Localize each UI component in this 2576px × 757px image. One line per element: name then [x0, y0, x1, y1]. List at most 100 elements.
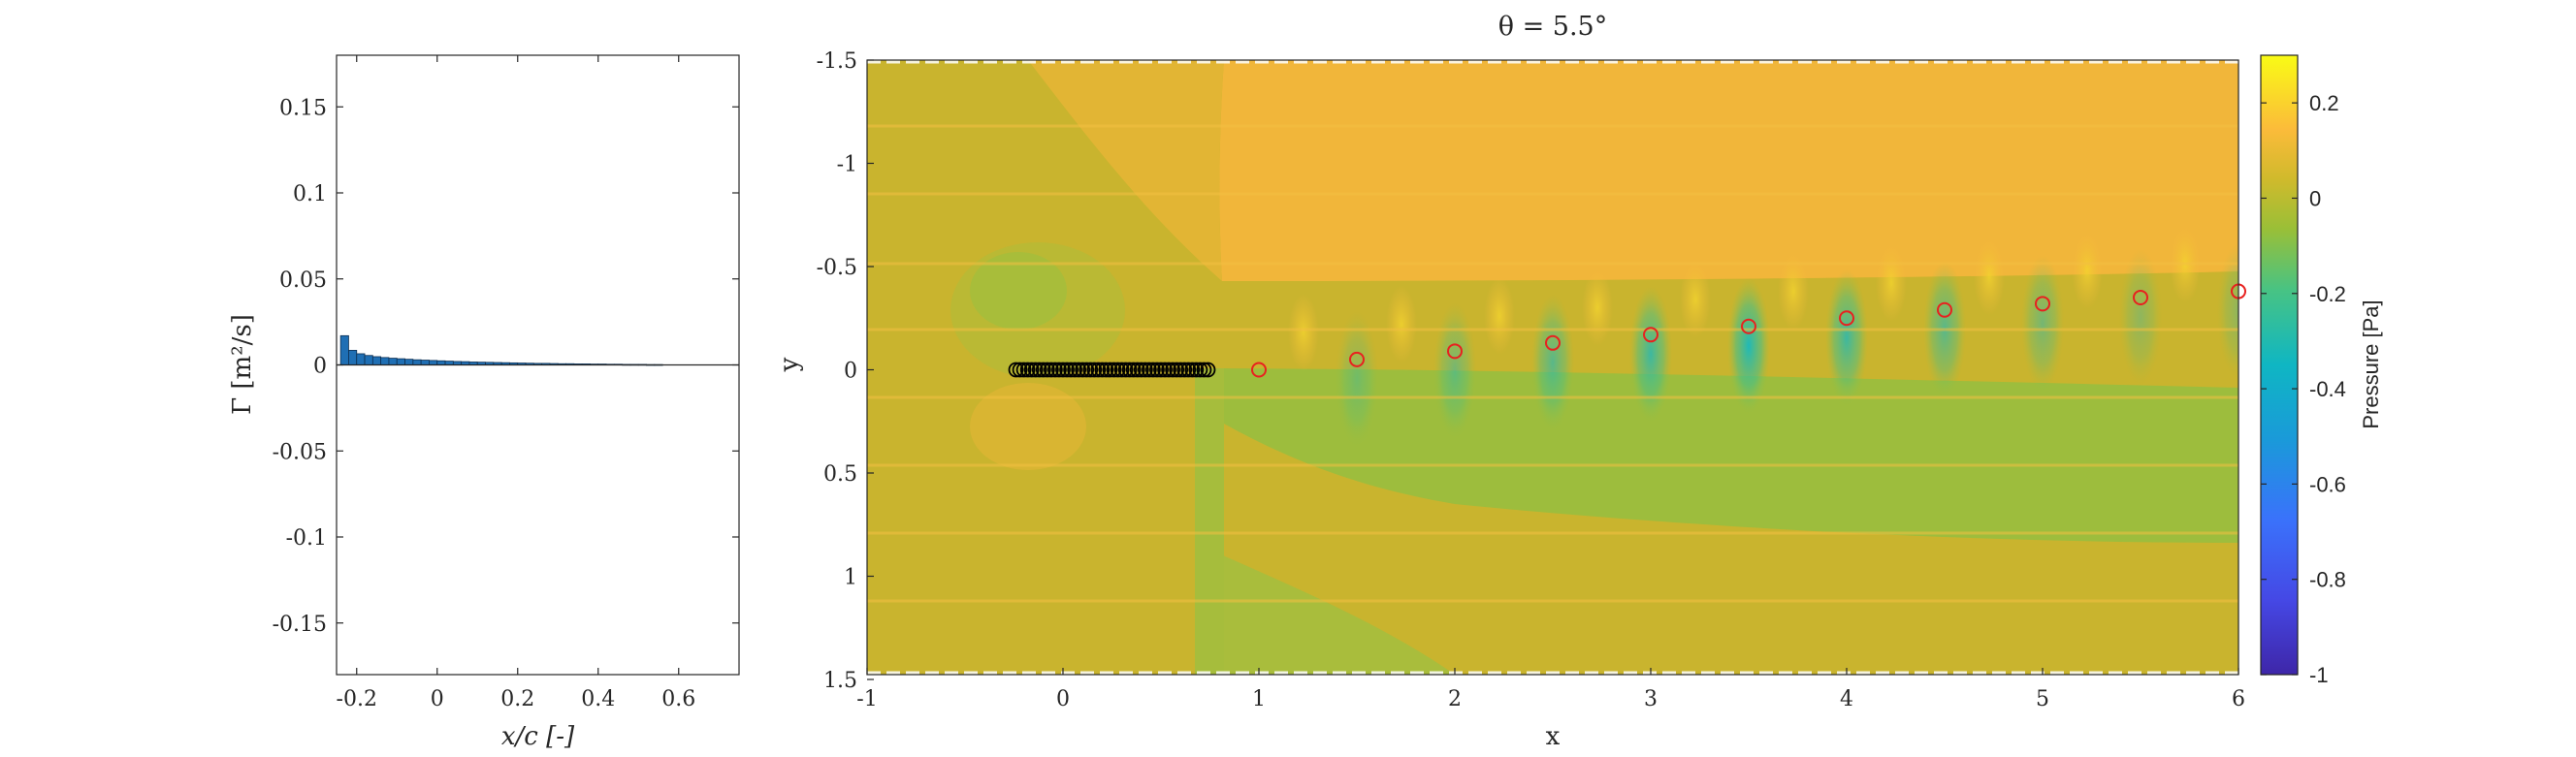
right-y-tick-label: -0.5 [817, 256, 857, 280]
bound-vortex-marker [1055, 362, 1071, 378]
left-x-tick-label: 0 [431, 687, 444, 711]
right-y-tick-label: 0 [844, 360, 857, 384]
left-x-tick-label: -0.2 [337, 687, 377, 711]
bound-vortex-marker [1145, 362, 1161, 378]
bound-vortex-marker [1008, 362, 1024, 378]
bound-vortex-marker [1102, 362, 1118, 378]
bound-vortex-marker [1063, 362, 1079, 378]
left-x-axis-label: x/c [-] [501, 722, 575, 751]
wake-vortex-marker [1937, 301, 1952, 318]
left-y-tick-label: -0.15 [273, 613, 327, 637]
colorbar-tick-label: -0.2 [2309, 282, 2346, 306]
bound-vortex-marker [1188, 362, 1205, 378]
bound-vortex-marker [1125, 362, 1142, 378]
right-y-ticks: -1.5 -1 -0.5 0 0.5 1 1.5 [817, 49, 874, 693]
bound-vortex-marker [1184, 362, 1201, 378]
colorbar-ticks: -1 -0.8 -0.6 -0.4 -0.2 0 0.2 [2261, 91, 2346, 687]
bound-vortex-marker [1161, 362, 1176, 378]
right-x-tick-label: 2 [1448, 687, 1462, 711]
right-x-tick-label: 4 [1840, 687, 1853, 711]
circulation-bar [396, 358, 405, 365]
circulation-bar [356, 353, 366, 365]
plot-title: θ = 5.5° [1498, 12, 1607, 42]
right-y-tick-label: 1 [844, 566, 857, 590]
bound-vortex-marker [1039, 362, 1055, 378]
wake-vortex-marker [1251, 362, 1267, 378]
wake-vortex-marker [1643, 327, 1658, 343]
bound-vortex-marker [1121, 362, 1138, 378]
bound-vortex-marker [1180, 362, 1197, 378]
circulation-bar [339, 334, 349, 365]
circulation-bar [436, 360, 446, 365]
circulation-bar [388, 358, 398, 365]
bound-vortex-marker [1117, 362, 1134, 378]
bound-vortex-marker [1141, 362, 1157, 378]
wake-vortex-marker [1545, 334, 1561, 351]
circulation-bar [429, 360, 438, 365]
bound-vortex-marker [1149, 362, 1165, 378]
colorbar-tick-label: -0.4 [2309, 377, 2346, 401]
bound-vortex-marker [1173, 362, 1189, 378]
colorbar-tick-label: -1 [2309, 663, 2329, 687]
bound-vortex-marker [1071, 362, 1087, 378]
bound-vortex-marker [1012, 362, 1028, 378]
circulation-bar [364, 355, 373, 365]
wake-vortex-marker [2035, 296, 2050, 312]
right-x-tick-label: 5 [2036, 687, 2049, 711]
circulation-bar [412, 359, 422, 365]
wake-vortex-marker [2133, 289, 2148, 305]
bound-vortex-marker [1094, 362, 1111, 378]
bound-vortex-marker [1023, 362, 1040, 378]
circulation-axes: -0.2 0 0.2 0.4 0.6 -0.15 -0.1 -0.05 0 0.05 0.1 0.1… [228, 54, 740, 751]
left-x-tick-label: 0.4 [581, 687, 615, 711]
colorbar-tick-label: 0.2 [2309, 91, 2339, 115]
bound-vortex-marker [1196, 362, 1212, 378]
circulation-bar [380, 357, 390, 365]
bound-vortex-marker [1031, 362, 1047, 378]
right-x-ticks: -1 0 1 2 3 4 5 6 [856, 668, 2245, 711]
wake-vortex-marker [1839, 310, 1854, 327]
left-x-tick-label: 0.2 [500, 687, 534, 711]
left-x-tick-label: 0.6 [661, 687, 695, 711]
bound-vortex-marker [1035, 362, 1051, 378]
circulation-bar [348, 350, 358, 365]
bound-vortex-marker [1086, 362, 1103, 378]
left-y-tick-label: 0.05 [279, 268, 327, 293]
bound-vortex-marker [1015, 362, 1032, 378]
right-x-tick-label: 1 [1252, 687, 1266, 711]
left-y-ticks: -0.15 -0.1 -0.05 0 0.05 0.1 0.15 [273, 96, 739, 637]
bound-vortex-marker [1176, 362, 1193, 378]
bound-vortex-marker [1137, 362, 1153, 378]
left-y-tick-label: -0.05 [273, 440, 327, 464]
right-y-tick-label: 0.5 [823, 462, 857, 487]
wake-vortex-marker [1349, 351, 1365, 367]
bound-vortex-marker [1067, 362, 1083, 378]
right-y-tick-label: -1.5 [817, 49, 857, 74]
colorbar-tick-label: -0.6 [2309, 472, 2346, 496]
bound-vortex-marker [1019, 362, 1036, 378]
bound-vortex-marker [1043, 362, 1059, 378]
left-x-ticks: -0.2 0 0.2 0.4 0.6 [337, 55, 695, 711]
circulation-bar [371, 356, 382, 365]
bound-vortex-marker [1027, 362, 1044, 378]
right-x-axis-label: x [1546, 722, 1561, 751]
bound-vortex-marker [1106, 362, 1122, 378]
bound-vortex-marker [1129, 362, 1145, 378]
pressure-field-axes: θ = 5.5° [775, 12, 2246, 751]
bound-vortex-markers [1008, 362, 1216, 378]
colorbar-tick-label: -0.8 [2309, 568, 2346, 592]
left-y-axis-label: Γ [m²/s] [228, 314, 257, 415]
right-x-tick-label: 0 [1056, 687, 1070, 711]
colorbar-tick-label: 0 [2309, 186, 2321, 210]
bound-vortex-marker [1051, 362, 1067, 378]
bound-vortex-marker [1200, 362, 1216, 378]
bound-vortex-marker [1047, 362, 1063, 378]
right-x-tick-label: -1 [856, 687, 877, 711]
bound-vortex-marker [1192, 362, 1208, 378]
right-y-tick-label: -1 [837, 153, 857, 177]
bound-vortex-marker [1165, 362, 1181, 378]
bound-vortex-marker [1079, 362, 1095, 378]
wake-vortex-marker [1447, 343, 1463, 360]
left-y-tick-label: 0.1 [293, 182, 327, 206]
